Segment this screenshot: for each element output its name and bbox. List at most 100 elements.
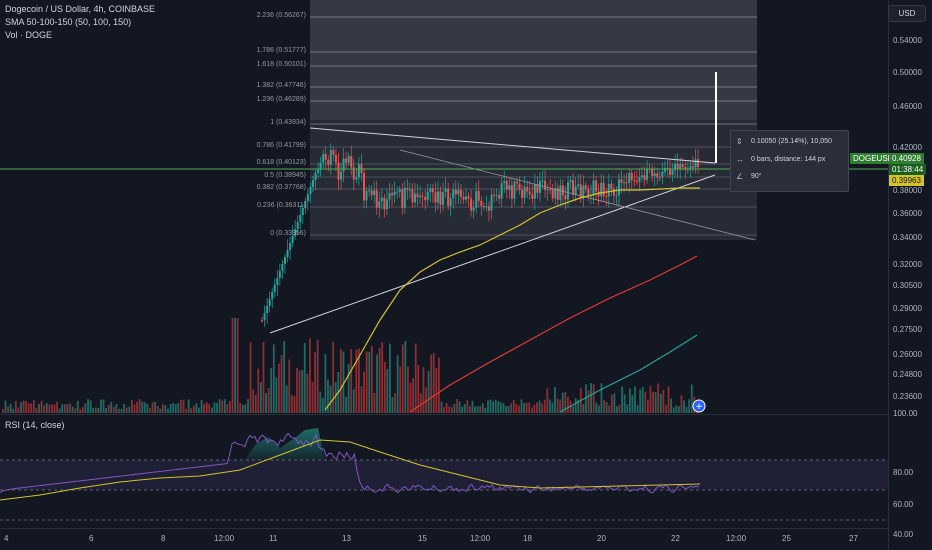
candle-body: [482, 205, 485, 208]
volume-histogram: [2, 318, 698, 413]
volume-bar: [370, 346, 373, 413]
candle-body: [462, 196, 465, 200]
price-axis-label: 0.26000: [893, 350, 922, 359]
volume-bar: [161, 404, 164, 413]
candle-body: [457, 189, 460, 195]
volume-bar: [564, 391, 567, 413]
fib-level-label: 1.382 (0.47746): [256, 82, 306, 89]
triangle-upper-line[interactable]: [309, 127, 716, 164]
fib-level-label: 0.618 (0.40123): [256, 159, 306, 166]
candle-body: [309, 187, 312, 194]
volume-bar: [267, 388, 270, 413]
volume-bar: [672, 407, 675, 413]
volume-bar: [662, 390, 665, 413]
sma-legend[interactable]: SMA 50-100-150 (50, 100, 150): [5, 17, 132, 27]
candle-body: [635, 181, 638, 183]
time-axis-label: 22: [671, 534, 680, 543]
volume-bar: [520, 399, 523, 413]
volume-bar: [156, 405, 159, 413]
candle-body: [549, 189, 552, 191]
symbol-legend[interactable]: Dogecoin / US Dollar, 4h, COINBASE: [5, 4, 156, 14]
volume-bar: [321, 397, 324, 413]
candle-body: [414, 193, 416, 203]
volume-bar: [174, 404, 177, 413]
price-axis-label: 0.34000: [893, 233, 922, 242]
volume-bar: [79, 408, 82, 413]
volume-bar: [391, 397, 394, 413]
candle-body: [273, 285, 276, 292]
rsi-legend[interactable]: RSI (14, close): [5, 420, 65, 430]
candle-body: [546, 189, 549, 191]
candle-body: [391, 193, 394, 196]
fib-level-label: 0.786 (0.41799): [256, 142, 306, 149]
volume-bar: [241, 404, 244, 413]
candle-body: [480, 200, 483, 206]
candle-body: [516, 181, 518, 184]
volume-bar: [288, 359, 291, 413]
volume-bar: [309, 338, 311, 413]
trend-line-descending[interactable]: [399, 149, 756, 241]
triangle-lower-line[interactable]: [269, 174, 716, 334]
volume-bar: [71, 406, 74, 413]
volume-bar: [40, 400, 43, 413]
candle-body: [528, 191, 531, 195]
volume-bar: [683, 400, 685, 413]
volume-bar: [688, 399, 691, 413]
sma-150-line: [559, 334, 698, 413]
candle-body: [623, 182, 626, 184]
volume-bar: [262, 342, 265, 413]
candle-body: [656, 173, 659, 178]
volume-bar: [461, 406, 464, 413]
volume-bar: [453, 403, 456, 413]
candle-body: [493, 194, 496, 196]
candle-body: [602, 182, 605, 197]
volume-bar: [378, 347, 381, 413]
volume-bar: [347, 363, 350, 413]
volume-bar: [502, 403, 505, 413]
volume-bar: [102, 399, 105, 413]
volume-bar: [448, 406, 451, 413]
volume-bar: [389, 343, 391, 413]
volume-bar: [195, 403, 198, 413]
volume-bar: [105, 408, 107, 413]
volume-bar: [523, 403, 525, 413]
volume-bar: [567, 396, 569, 413]
measure-bars-distance: 0 bars, distance: 144 px: [751, 156, 826, 163]
fib-level-label: 1 (0.43934): [270, 119, 306, 126]
volume-bar: [311, 381, 314, 413]
volume-bar: [324, 354, 327, 413]
volume-bar: [358, 348, 360, 413]
candle-body: [378, 201, 381, 208]
volume-bar: [216, 402, 218, 413]
candle-body: [607, 183, 610, 197]
candle-body: [368, 190, 371, 192]
volume-bar: [149, 408, 151, 413]
volume-bar: [613, 393, 616, 413]
pane-divider[interactable]: [0, 414, 888, 415]
volume-bar: [151, 402, 154, 413]
replay-plus-icon[interactable]: [692, 399, 706, 413]
candle-body: [518, 183, 521, 190]
volume-legend[interactable]: Vol · DOGE: [5, 30, 53, 40]
volume-bar: [352, 389, 355, 413]
candle-body: [301, 208, 304, 215]
volume-bar: [548, 399, 551, 413]
volume-bar: [582, 403, 585, 413]
volume-bar: [618, 404, 621, 413]
candle-body: [286, 250, 289, 257]
candle-body: [625, 182, 628, 184]
volume-bar: [528, 402, 531, 413]
rsi-axis-label: 40.00: [893, 530, 914, 539]
currency-button[interactable]: USD: [888, 5, 926, 22]
candlestick-series[interactable]: [261, 143, 700, 327]
volume-bar: [17, 407, 20, 413]
volume-bar: [585, 384, 587, 413]
candle-body: [357, 164, 360, 178]
rsi-overbought-fill: [245, 428, 325, 460]
volume-bar: [546, 388, 549, 413]
candle-body: [467, 196, 470, 199]
volume-bar: [396, 355, 399, 413]
volume-bar: [600, 383, 603, 413]
